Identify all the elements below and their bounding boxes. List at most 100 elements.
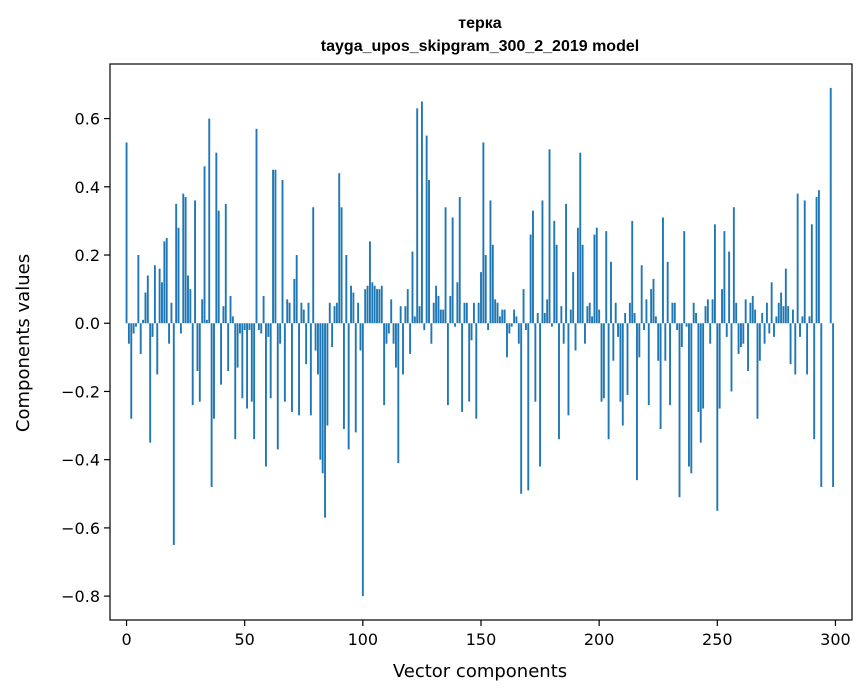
bar-component-17: [165, 237, 168, 324]
bar-component-70: [291, 323, 293, 412]
bar-component-61: [269, 323, 272, 399]
y-axis: −0.8 −0.6 −0.4 −0.2 0.0 0.2 0.4 0.6: [61, 110, 110, 606]
bar-component-241: [695, 313, 697, 324]
bar-component-163: [510, 323, 513, 327]
bar-component-164: [513, 309, 516, 324]
bar-component-245: [704, 306, 707, 324]
bar-component-211: [624, 313, 627, 324]
bar-component-175: [539, 323, 542, 467]
bar-component-63: [274, 169, 277, 324]
bar-component-75: [302, 309, 305, 324]
bar-component-74: [300, 302, 303, 324]
bar-component-34: [205, 319, 208, 324]
bar-component-113: [392, 323, 395, 344]
bar-component-27: [189, 289, 192, 324]
bar-component-262: [744, 299, 747, 324]
bar-component-73: [298, 323, 300, 416]
bar-component-141: [458, 197, 461, 324]
bar-component-298: [829, 87, 832, 324]
y-tick-label: −0.6: [61, 519, 100, 538]
bar-component-205: [610, 261, 612, 324]
bar-component-291: [813, 323, 816, 440]
bar-component-267: [756, 323, 759, 419]
bar-component-124: [418, 306, 421, 324]
y-tick-label: 0.2: [75, 246, 100, 265]
bar-component-112: [390, 299, 393, 324]
bar-component-18: [168, 323, 171, 344]
bar-component-156: [494, 299, 497, 324]
bar-component-271: [765, 302, 768, 324]
bar-component-186: [565, 203, 568, 324]
bar-component-274: [773, 323, 775, 337]
bar-component-255: [728, 251, 731, 324]
bar-component-232: [673, 302, 676, 324]
bar-component-9: [146, 275, 149, 324]
bar-component-293: [817, 190, 820, 324]
bar-component-42: [224, 203, 227, 324]
bar-component-88: [333, 306, 336, 324]
bar-component-35: [208, 118, 211, 324]
bar-component-178: [546, 299, 549, 324]
bar-component-33: [203, 166, 206, 324]
bar-component-259: [737, 323, 740, 354]
bar-component-1: [127, 323, 130, 344]
bar-component-3: [132, 323, 135, 334]
bar-component-31: [198, 323, 201, 402]
bar-component-161: [506, 323, 508, 358]
bar-component-84: [324, 323, 326, 518]
bar-component-60: [267, 323, 270, 337]
bar-component-64: [276, 323, 279, 450]
bar-component-22: [177, 227, 180, 324]
bar-component-0: [125, 142, 128, 324]
x-tick-label: 0: [121, 630, 131, 649]
bar-component-68: [286, 299, 289, 324]
bar-component-99: [359, 323, 362, 351]
bar-component-108: [380, 285, 383, 324]
bar-component-43: [227, 323, 230, 371]
bar-component-235: [680, 323, 683, 348]
bar-component-21: [175, 203, 178, 324]
bar-component-126: [423, 323, 426, 331]
bar-component-158: [498, 316, 501, 324]
bar-component-129: [430, 323, 433, 344]
bar-component-226: [659, 323, 662, 429]
bar-component-201: [600, 323, 603, 402]
bar-component-189: [572, 272, 575, 324]
bar-component-166: [517, 323, 520, 344]
bar-component-168: [522, 289, 525, 324]
bar-component-123: [416, 108, 419, 324]
bar-component-227: [662, 217, 664, 324]
bar-component-196: [588, 302, 591, 324]
bar-component-6: [139, 323, 142, 354]
bar-component-237: [685, 323, 688, 327]
y-tick-label: 0.0: [75, 314, 100, 333]
bar-component-254: [725, 323, 728, 337]
bar-component-225: [657, 323, 660, 361]
bar-component-137: [449, 295, 452, 324]
bar-component-140: [456, 282, 459, 324]
bar-component-105: [373, 285, 376, 324]
y-tick-label: −0.2: [61, 382, 100, 401]
bar-component-206: [612, 323, 615, 361]
bar-component-182: [555, 244, 558, 324]
bar-component-228: [664, 323, 667, 361]
bar-component-36: [210, 323, 213, 487]
bar-component-173: [534, 323, 537, 402]
bar-component-220: [645, 299, 648, 324]
bar-component-192: [579, 152, 582, 324]
bar-component-30: [196, 323, 199, 371]
bar-component-151: [482, 142, 485, 324]
bar-component-28: [191, 323, 194, 406]
bar-component-44: [229, 295, 232, 324]
bar-component-24: [182, 193, 185, 324]
bar-component-265: [751, 295, 754, 324]
bar-component-183: [558, 323, 560, 440]
bar-component-10: [149, 323, 152, 443]
bar-component-95: [350, 285, 352, 324]
bar-component-181: [553, 220, 556, 324]
bar-component-122: [413, 316, 416, 324]
bar-component-138: [451, 217, 454, 324]
bar-component-231: [671, 302, 674, 324]
bar-component-76: [305, 323, 308, 365]
